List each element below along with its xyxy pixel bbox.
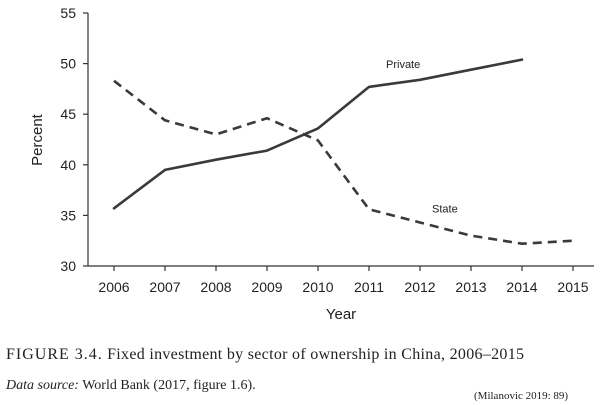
y-axis: 30 35 40 45 50 55 xyxy=(60,5,89,274)
x-axis: 2006 2007 2008 2009 2010 2011 2012 2013 2014 2015 xyxy=(88,265,594,295)
y-tick-label: 50 xyxy=(60,56,76,72)
x-axis-title: Year xyxy=(326,306,356,323)
data-source-text: World Bank (2017, figure 1.6). xyxy=(82,378,256,393)
x-tick-label: 2011 xyxy=(354,279,384,295)
x-tick-label: 2009 xyxy=(251,279,282,295)
x-tick-label: 2014 xyxy=(506,279,537,295)
y-tick-label: 30 xyxy=(60,258,76,274)
figure-number: FIGURE 3.4. xyxy=(6,346,103,363)
x-tick-label: 2007 xyxy=(149,279,180,295)
x-tick-label: 2015 xyxy=(557,279,588,295)
series-line-state xyxy=(113,79,574,245)
y-axis-title: Percent xyxy=(29,113,46,166)
figure-caption: FIGURE 3.4. Fixed investment by sector o… xyxy=(6,346,524,364)
y-tick-label: 45 xyxy=(60,106,76,122)
y-tick-label: 40 xyxy=(60,157,76,173)
series-line-private xyxy=(112,58,524,210)
series-label-state: State xyxy=(432,203,458,215)
figure-title: Fixed investment by sector of ownership … xyxy=(107,346,525,363)
x-tick-label: 2006 xyxy=(98,279,129,295)
x-tick-label: 2010 xyxy=(302,279,333,295)
data-source: Data source: World Bank (2017, figure 1.… xyxy=(6,378,256,394)
data-source-label: Data source: xyxy=(6,378,79,393)
x-tick-label: 2012 xyxy=(404,279,435,295)
x-tick-label: 2013 xyxy=(455,279,486,295)
series-labels: Private State xyxy=(386,59,458,216)
citation: (Milanovic 2019: 89) xyxy=(474,390,569,402)
series-lines xyxy=(112,58,574,245)
y-tick-label: 35 xyxy=(60,207,76,223)
y-tick-label: 55 xyxy=(60,5,76,21)
series-label-private: Private xyxy=(386,59,420,71)
x-tick-label: 2008 xyxy=(200,279,231,295)
line-chart: 30 35 40 45 50 55 2006 2007 2008 2009 2010 2011 201… xyxy=(29,5,594,323)
